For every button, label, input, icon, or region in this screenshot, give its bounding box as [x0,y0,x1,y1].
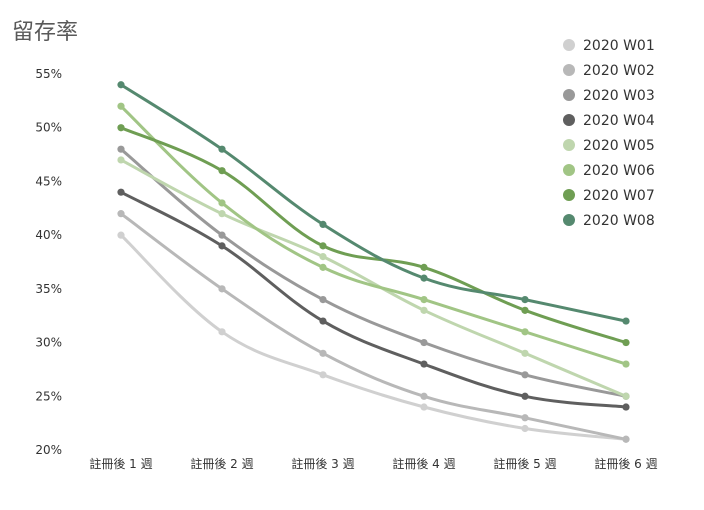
series-points [117,81,630,443]
y-tick-label: 20% [35,443,62,457]
data-point [218,328,226,336]
data-point [218,210,226,218]
data-point [622,317,630,325]
data-point [420,306,428,314]
legend: 2020 W01 2020 W02 2020 W03 2020 W04 2020 W05… [563,38,655,229]
legend-label: 2020 W05 [583,138,655,154]
data-point [521,371,529,379]
data-point [319,371,327,379]
data-point [117,188,125,196]
data-point [420,403,428,411]
legend-marker [563,214,575,226]
data-point [521,349,529,357]
y-axis: 20% 25% 30% 35% 40% 45% 50% 55% [35,67,62,457]
data-point [622,403,630,411]
data-point [218,285,226,293]
data-point [521,328,529,336]
series-line [119,233,628,441]
y-tick-label: 35% [35,282,62,296]
x-tick-label: 註冊後 4 週 [392,457,455,471]
data-point [117,81,125,89]
series-line [119,147,628,398]
data-point [622,360,630,368]
x-tick-label: 註冊後 2 週 [190,457,253,471]
legend-label: 2020 W06 [583,163,655,179]
y-tick-label: 30% [35,336,62,350]
x-tick-label: 註冊後 3 週 [291,457,354,471]
data-point [117,124,125,132]
series-line [119,83,628,323]
data-point [521,424,529,433]
data-point [521,392,529,400]
data-point [319,220,327,228]
y-tick-label: 50% [35,121,62,135]
legend-marker [563,189,575,201]
data-point [218,231,226,239]
legend-label: 2020 W04 [583,113,655,129]
data-point [218,242,226,250]
y-tick-label: 25% [35,389,62,403]
legend-label: 2020 W07 [583,188,655,204]
data-point [117,156,125,164]
x-tick-label: 註冊後 6 週 [594,457,657,471]
data-point [218,199,226,207]
y-tick-label: 45% [35,174,62,188]
y-tick-label: 55% [35,67,62,81]
data-point [117,145,125,153]
y-tick-label: 40% [35,228,62,242]
legend-label: 2020 W02 [583,63,655,79]
data-point [622,435,630,443]
data-point [117,102,125,110]
data-point [420,360,428,368]
legend-marker [563,89,575,101]
legend-marker [563,114,575,126]
legend-label: 2020 W01 [583,38,655,54]
data-point [218,167,226,175]
data-point [420,274,428,282]
x-tick-label: 註冊後 5 週 [493,457,556,471]
series-line [119,126,628,345]
data-point [319,263,327,271]
data-point [521,414,529,422]
data-point [319,253,327,261]
series-line [119,158,628,398]
data-point [319,242,327,250]
data-point [319,349,327,357]
data-point [622,392,630,400]
data-point [319,317,327,325]
data-point [420,263,428,271]
legend-marker [563,164,575,176]
data-point [622,338,630,347]
data-point [420,296,428,304]
series-line [119,212,628,441]
legend-marker [563,64,575,76]
data-point [117,231,125,239]
legend-marker [563,39,575,51]
series-line [119,190,628,409]
data-point [420,338,428,347]
legend-label: 2020 W03 [583,88,655,104]
x-tick-label: 註冊後 1 週 [89,457,152,471]
data-point [420,392,428,400]
data-point [521,306,529,314]
data-point [117,210,125,218]
chart-title: 留存率 [12,20,79,45]
legend-label: 2020 W08 [583,213,655,229]
series-lines [119,83,628,441]
x-axis: 註冊後 1 週 註冊後 2 週 註冊後 3 週 註冊後 4 週 註冊後 5 週 註冊後 6… [89,457,657,471]
data-point [521,296,529,304]
series-line [119,104,628,366]
data-point [319,296,327,304]
legend-marker [563,139,575,151]
data-point [218,145,226,153]
